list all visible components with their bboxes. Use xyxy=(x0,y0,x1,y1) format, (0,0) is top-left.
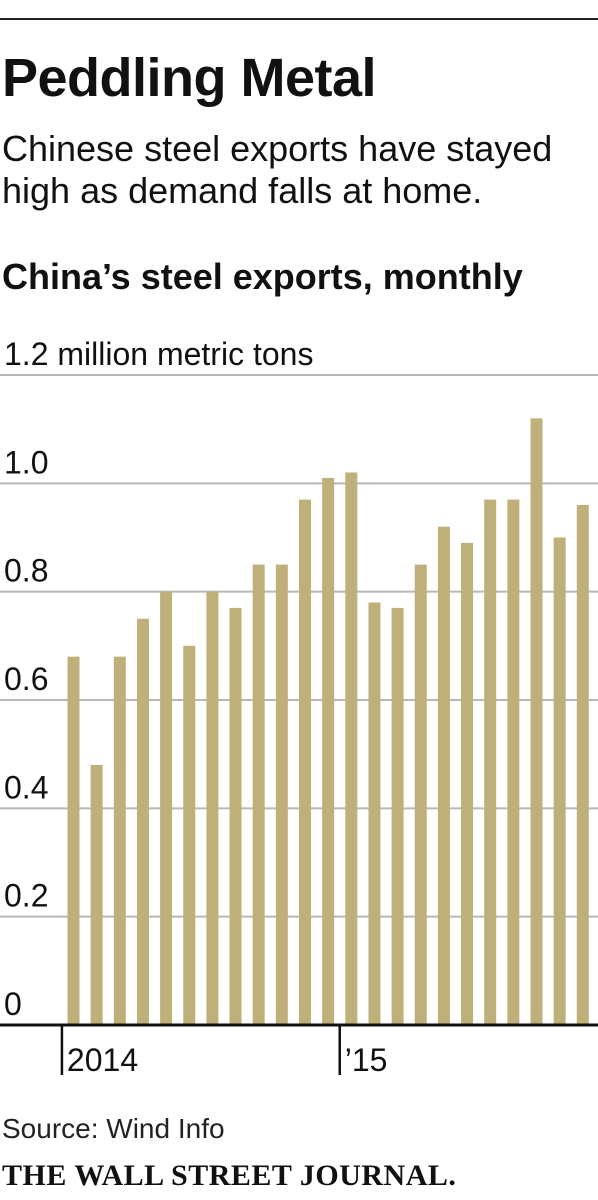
bars xyxy=(67,418,589,1025)
bar xyxy=(553,537,566,1025)
bar xyxy=(576,505,589,1025)
y-tick-label: 0.6 xyxy=(4,661,48,697)
chart-subtitle: Chinese steel exports have stayed high a… xyxy=(2,128,553,211)
bar xyxy=(299,499,311,1025)
bar xyxy=(368,602,381,1025)
bar xyxy=(206,591,219,1025)
x-tick-label: 2014 xyxy=(67,1042,138,1078)
bar xyxy=(160,591,173,1025)
bar xyxy=(391,607,404,1025)
chart-heading: China’s steel exports, monthly xyxy=(2,256,523,297)
bar xyxy=(183,645,196,1025)
y-tick-label: 1.0 xyxy=(4,444,48,480)
y-tick-label: 0.2 xyxy=(4,878,48,914)
x-tick-label: ’15 xyxy=(345,1042,388,1078)
bar xyxy=(345,472,358,1025)
x-axis xyxy=(0,1023,598,1075)
axis-labels: 0 0.2 0.4 0.6 0.8 1.0 1.2 million metric tons 2… xyxy=(4,336,387,1078)
top-rule xyxy=(0,18,598,20)
publisher-name: THE WALL STREET JOURNAL. xyxy=(2,1159,457,1192)
y-tick-label: 1.2 million metric tons xyxy=(4,336,313,372)
bar xyxy=(437,526,450,1025)
y-tick-label: 0.8 xyxy=(4,553,48,589)
bar-chart: 0 0.2 0.4 0.6 0.8 1.0 1.2 million metric tons 2… xyxy=(0,336,598,1078)
bar xyxy=(136,618,149,1025)
bar xyxy=(229,607,242,1025)
bar xyxy=(484,499,497,1025)
bar xyxy=(461,542,474,1025)
bar xyxy=(90,765,103,1025)
y-tick-label: 0.4 xyxy=(4,769,48,805)
chart-title: Peddling Metal xyxy=(2,48,377,108)
bar xyxy=(322,477,335,1025)
bar xyxy=(414,564,427,1025)
bar xyxy=(113,656,126,1025)
source-note: Source: Wind Info xyxy=(2,1113,225,1144)
bar xyxy=(252,564,265,1025)
bar xyxy=(67,656,80,1025)
bar xyxy=(275,564,288,1025)
bar xyxy=(507,499,520,1025)
bar xyxy=(530,418,543,1025)
y-tick-label: 0 xyxy=(4,986,22,1022)
